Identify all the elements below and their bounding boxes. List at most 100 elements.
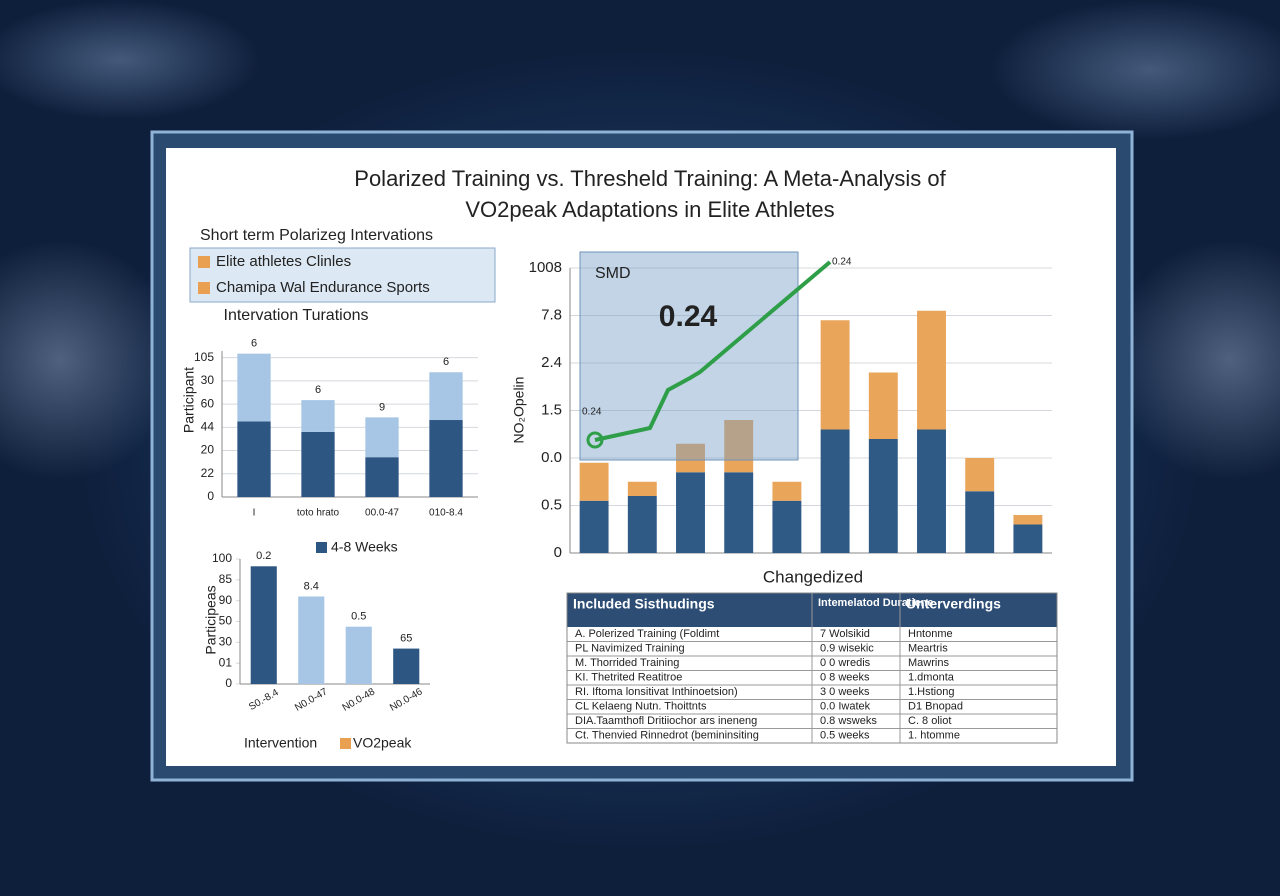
y-tick-label: 0: [554, 544, 562, 561]
bar: [250, 566, 277, 684]
inset-label: SMD: [595, 265, 631, 282]
bar-segment: [579, 462, 609, 501]
bar-segment: [724, 472, 754, 553]
bar-note: 0.2: [256, 550, 271, 562]
table-cell: CL Kelaeng Nutn. Thoittnts: [575, 701, 707, 713]
x-tick-label: I: [253, 508, 256, 519]
inset-box: [579, 251, 799, 461]
legend-swatch: [316, 542, 327, 553]
x-tick-label: 00.0-47: [365, 508, 399, 519]
inset-point-label: 0.24: [582, 407, 602, 418]
key-swatch: [198, 282, 210, 294]
table-cell: 0.8 wsweks: [820, 715, 877, 727]
bar-segment: [820, 429, 850, 553]
key-swatch: [198, 256, 210, 268]
bar-note: 9: [379, 401, 385, 413]
legend-title: Intervention: [244, 735, 317, 751]
table-cell: 7 Wolsikid: [820, 628, 870, 640]
table-cell: A. Polerized Training (Foldimt: [575, 628, 719, 640]
bar-segment: [965, 458, 995, 492]
bar-note: 6: [315, 384, 321, 396]
bar-segment: [627, 481, 657, 496]
key-title: Short term Polarizeg Intervations: [200, 227, 433, 244]
bar-segment: [429, 420, 463, 497]
y-axis-title: Participant: [181, 367, 197, 433]
table-cell: RI. Iftoma lonsitivat Inthinoetsion): [575, 686, 738, 698]
table-cell: Meartris: [908, 643, 948, 655]
bar-segment: [772, 500, 802, 553]
bar-note: 6: [251, 338, 257, 350]
bar-segment: [917, 310, 946, 430]
title: Polarized Training vs. Thresheld Trainin…: [354, 166, 946, 191]
x-axis-title: Changedized: [763, 567, 863, 586]
table-cell: 1.dmonta: [908, 672, 955, 684]
y-axis-title: Participeas: [203, 585, 219, 654]
y-tick-label: 0: [225, 676, 232, 690]
bar-segment: [429, 372, 463, 421]
y-tick-label: 105: [194, 350, 214, 364]
y-axis-title: NO₂Opelin: [511, 377, 527, 444]
x-tick-label: toto hrato: [297, 508, 340, 519]
table-cell: Mawrins: [908, 657, 949, 669]
bar-segment: [724, 420, 754, 473]
y-tick-label: 0.0: [541, 449, 562, 466]
table-cell: 0.5 weeks: [820, 730, 870, 742]
table-header: Intemelatod Duratiene: [818, 597, 934, 609]
bar-segment: [301, 431, 335, 497]
key-label: Chamipa Wal Endurance Sports: [216, 279, 430, 296]
table-cell: D1 Bnopad: [908, 701, 963, 713]
y-tick-label: 1008: [529, 259, 562, 276]
bar-segment: [237, 421, 271, 497]
y-tick-label: 30: [201, 373, 215, 387]
bar-note: 65: [400, 632, 412, 644]
table-cell: Hntonme: [908, 628, 953, 640]
table-cell: DIA.Taamthofl Dritiiochor ars ineneng: [575, 715, 757, 727]
bar: [298, 596, 325, 684]
table-cell: 1. htomme: [908, 730, 960, 742]
bar-segment: [1013, 515, 1043, 525]
table-cell: Ct. Thenvied Rinnedrot (bemininsiting: [575, 730, 759, 742]
chart-title: Intervation Turations: [224, 307, 369, 324]
table-cell: M. Thorrided Training: [575, 657, 679, 669]
key-label: Elite athletes Clinles: [216, 253, 351, 270]
y-tick-label: 0.5: [541, 496, 562, 513]
bar-segment: [237, 353, 271, 422]
table-cell: 0.0 Iwatek: [820, 701, 871, 713]
table-cell: PL Navimized Training: [575, 643, 685, 655]
table-cell: KI. Thetrited Reatitroe: [575, 672, 682, 684]
bar-note: 0.5: [351, 611, 366, 623]
legend-label: 4-8 Weeks: [331, 539, 398, 555]
bar-segment: [627, 496, 657, 553]
bar-note: 8.4: [304, 580, 319, 592]
table-cell: 0 8 weeks: [820, 672, 870, 684]
table-cell: 0 0 wredis: [820, 657, 871, 669]
table-cell: C. 8 oliot: [908, 715, 951, 727]
bar-segment: [301, 400, 335, 432]
bar: [345, 626, 372, 684]
inset-point: [586, 431, 604, 449]
bar-segment: [772, 481, 802, 501]
y-tick-label: 50: [219, 614, 233, 628]
y-tick-label: 0: [207, 489, 214, 503]
bar-segment: [868, 372, 898, 439]
bar-segment: [579, 500, 609, 553]
y-tick-label: 1.5: [541, 401, 562, 418]
bar-segment: [676, 472, 705, 553]
y-tick-label: 30: [219, 635, 233, 649]
bar-segment: [1013, 524, 1043, 553]
y-tick-label: 44: [201, 419, 215, 433]
table-cell: 0.9 wisekic: [820, 643, 874, 655]
y-tick-label: 20: [201, 443, 215, 457]
table-cell: 3 0 weeks: [820, 686, 870, 698]
bar-segment: [365, 417, 399, 458]
table-header: Unterverdings: [906, 596, 1001, 612]
bar-segment: [676, 443, 705, 473]
y-tick-label: 22: [201, 466, 215, 480]
inset-value: 0.24: [659, 300, 718, 333]
y-tick-label: 2.4: [541, 354, 562, 371]
bar-segment: [365, 457, 399, 497]
bar: [393, 648, 420, 684]
y-tick-label: 01: [219, 655, 233, 669]
